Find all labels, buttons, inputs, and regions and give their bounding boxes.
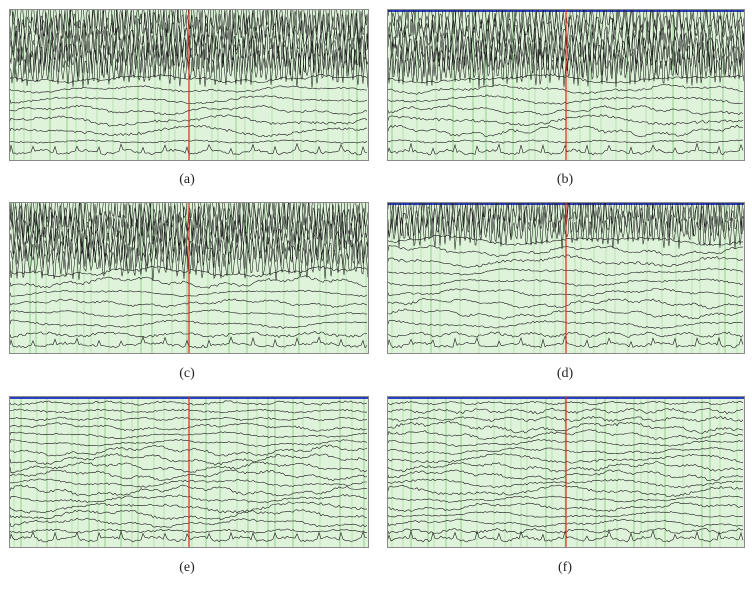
eeg-svg-d <box>388 203 744 353</box>
eeg-channel-trace <box>10 114 368 127</box>
eeg-channel-trace <box>10 416 368 422</box>
gridlines <box>391 397 738 547</box>
eeg-channel-trace <box>388 447 744 455</box>
eeg-svg-e <box>10 397 368 547</box>
eeg-channel-trace <box>388 124 744 138</box>
eeg-channel-trace <box>10 422 368 432</box>
panel-caption-b: (b) <box>556 172 574 187</box>
eeg-channel-trace <box>10 431 368 439</box>
eeg-trace-panel-e <box>9 396 369 548</box>
gridlines <box>13 203 367 353</box>
eeg-channel-trace <box>388 529 744 543</box>
eeg-channel-trace <box>10 484 368 497</box>
eeg-channel-trace <box>10 461 368 473</box>
gridlines <box>13 397 365 547</box>
eeg-channel-trace <box>388 453 744 464</box>
eeg-channel-trace <box>388 254 744 269</box>
eeg-channel-trace <box>388 400 744 406</box>
eeg-channel-trace <box>10 319 368 329</box>
eeg-channel-trace <box>388 142 744 156</box>
eeg-channel-trace <box>388 94 744 105</box>
eeg-channel-trace <box>388 244 743 258</box>
eeg-channel-trace <box>10 265 368 278</box>
eeg-channel-trace <box>10 478 367 488</box>
eeg-channel-trace <box>10 453 368 466</box>
eeg-channel-trace <box>10 517 368 528</box>
eeg-channel-trace <box>10 74 368 84</box>
eeg-channel-trace <box>10 336 368 349</box>
eeg-channel-trace <box>388 501 744 512</box>
eeg-channel-trace <box>388 308 744 320</box>
eeg-channel-trace <box>388 278 744 287</box>
eeg-channel-trace <box>388 429 744 441</box>
eeg-channel-trace <box>388 407 744 415</box>
eeg-channel-trace <box>388 439 744 447</box>
eeg-channel-trace <box>388 484 744 498</box>
eeg-channel-trace <box>388 234 744 246</box>
eeg-channel-trace <box>10 85 368 94</box>
eeg-channel-trace <box>388 495 744 503</box>
eeg-svg-c <box>10 203 368 353</box>
panel-caption-d: (d) <box>556 366 574 381</box>
eeg-trace-panel-a <box>9 9 369 161</box>
eeg-channel-trace <box>10 275 368 289</box>
eeg-channel-trace <box>10 331 368 339</box>
eeg-channel-trace <box>388 469 744 482</box>
panel-caption-e: (e) <box>179 560 195 575</box>
eeg-trace-panel-f <box>387 396 745 548</box>
eeg-channel-trace <box>10 309 368 318</box>
eeg-channel-trace <box>388 320 744 330</box>
eeg-channel-trace <box>388 420 744 434</box>
eeg-channel-trace <box>388 331 744 338</box>
panel-caption-f: (f) <box>558 560 572 575</box>
eeg-channel-trace <box>10 528 368 534</box>
eeg-channel-trace <box>10 509 368 521</box>
eeg-channel-trace <box>388 511 744 518</box>
eeg-svg-f <box>388 397 744 547</box>
eeg-channel-trace <box>388 104 744 116</box>
eeg-channel-trace <box>388 139 743 144</box>
eeg-channel-trace <box>10 444 368 457</box>
eeg-channel-trace <box>10 400 368 406</box>
eeg-channel-trace <box>388 518 744 528</box>
eeg-trace-panel-d <box>387 202 745 354</box>
eeg-channel-trace <box>388 298 744 310</box>
eeg-svg-b <box>388 10 744 160</box>
eeg-channel-trace <box>10 298 368 308</box>
eeg-trace-panel-c <box>9 202 369 354</box>
eeg-channel-trace <box>388 461 744 473</box>
eeg-channel-trace <box>10 501 368 514</box>
eeg-channel-trace <box>10 104 368 116</box>
eeg-channel-trace <box>10 439 368 447</box>
panel-caption-c: (c) <box>179 366 195 381</box>
eeg-channel-trace <box>388 113 744 126</box>
eeg-channel-trace <box>10 125 368 138</box>
eeg-channel-trace <box>10 142 368 156</box>
eeg-trace-panel-b <box>387 9 745 161</box>
eeg-channel-trace <box>388 335 744 349</box>
eeg-channel-trace <box>10 408 368 414</box>
eeg-channel-trace <box>388 415 744 423</box>
eeg-channel-trace <box>10 289 368 297</box>
eeg-svg-a <box>10 10 368 160</box>
eeg-channel-trace <box>10 95 368 105</box>
eeg-channel-trace <box>10 494 368 503</box>
eeg-channel-trace <box>388 478 744 489</box>
eeg-channel-trace <box>10 530 368 543</box>
eeg-channel-trace <box>388 287 744 298</box>
eeg-channel-trace <box>388 84 744 95</box>
eeg-channel-trace <box>10 469 368 482</box>
eeg-channel-trace <box>10 139 368 144</box>
eeg-channel-trace <box>388 267 744 277</box>
eeg-channel-trace <box>388 527 744 535</box>
panel-caption-a: (a) <box>179 172 195 187</box>
eeg-channel-trace <box>388 74 744 84</box>
